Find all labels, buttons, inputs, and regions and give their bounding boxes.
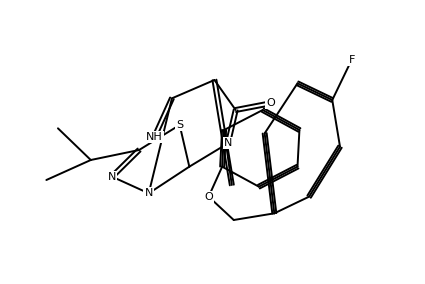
Text: N: N [108, 172, 116, 182]
Text: NH: NH [146, 132, 163, 142]
Text: S: S [176, 120, 183, 130]
Text: O: O [204, 192, 213, 202]
Text: O: O [266, 98, 275, 108]
Text: F: F [348, 55, 355, 65]
Text: N: N [144, 188, 153, 198]
Text: N: N [224, 138, 232, 148]
